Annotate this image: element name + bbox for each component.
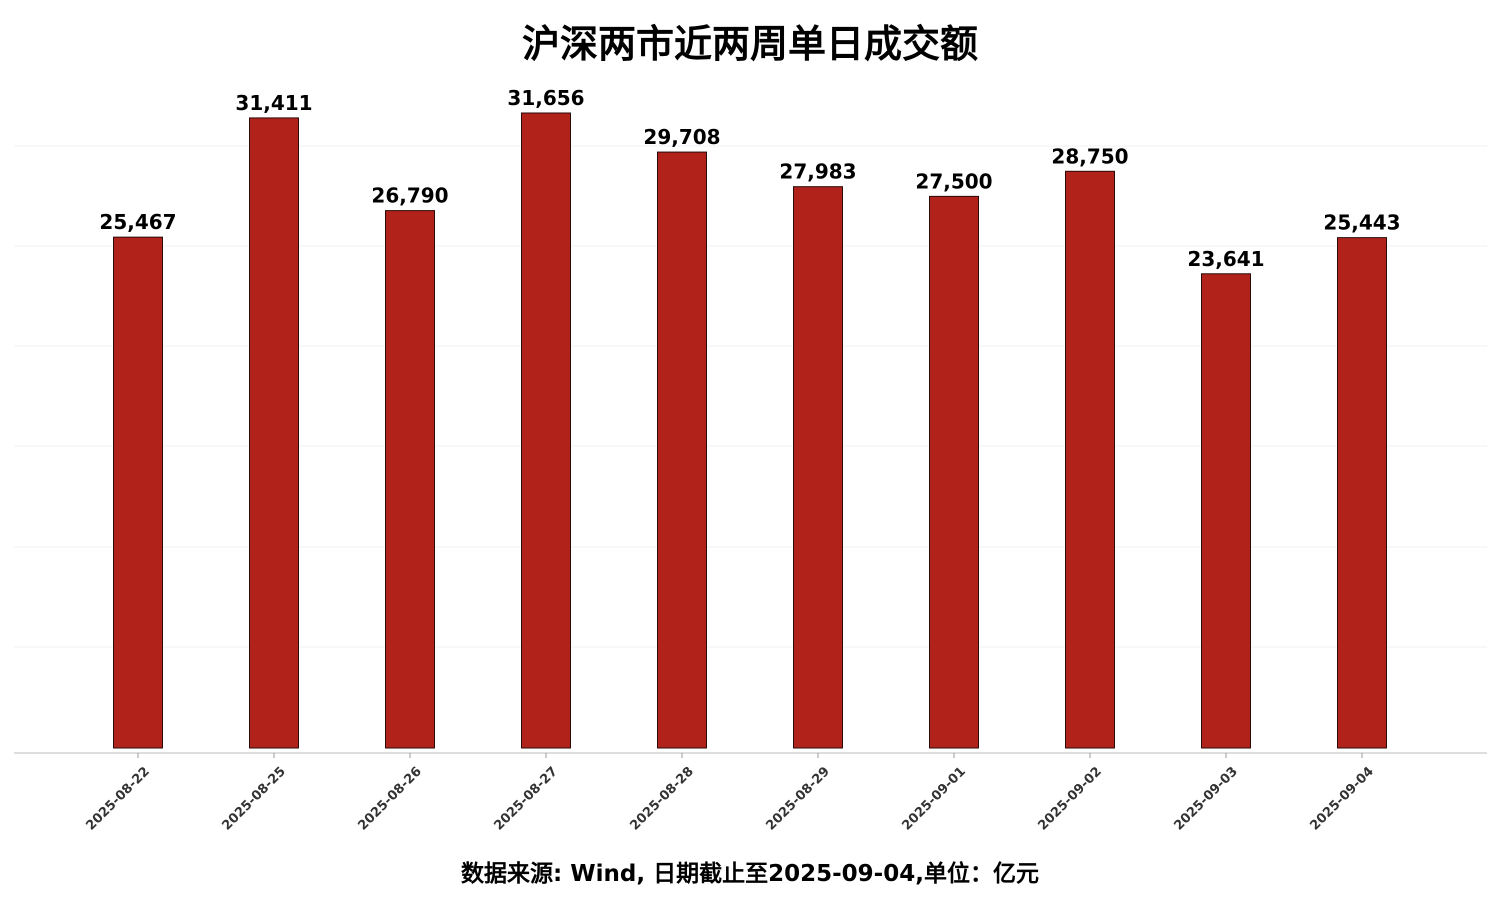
grid-lines (14, 145, 1487, 648)
bars (113, 112, 1387, 749)
data-label: 23,641 (1187, 247, 1264, 271)
bar (793, 186, 843, 749)
chart-title: 沪深两市近两周单日成交额 (522, 22, 978, 66)
tick-label: 2025-08-22 (83, 764, 152, 833)
bar (521, 112, 571, 749)
x-axis: 2025-08-22 2025-08-25 2025-08-26 2025-08-27… (83, 753, 1377, 834)
bar (929, 195, 979, 749)
tick-label: 2025-09-04 (1307, 764, 1376, 833)
data-labels: 25,467 31,411 26,790 31,656 29,708 27,983 27,5… (99, 86, 1400, 271)
bar (1201, 273, 1251, 749)
bar (657, 151, 707, 749)
data-label: 31,656 (507, 86, 584, 110)
tick-label: 2025-08-29 (763, 764, 832, 833)
tick-label: 2025-09-03 (1171, 764, 1240, 833)
source-note: 数据来源: Wind, 日期截止至2025-09-04,单位：亿元 (461, 860, 1039, 887)
bar (1337, 237, 1387, 749)
data-label: 26,790 (371, 184, 448, 208)
data-label: 27,983 (779, 160, 856, 184)
data-label: 31,411 (235, 91, 312, 115)
tick-label: 2025-08-25 (219, 764, 288, 833)
data-label: 27,500 (915, 169, 992, 193)
bar (249, 117, 299, 749)
bar (113, 236, 163, 749)
data-label: 25,467 (99, 210, 176, 234)
data-label: 29,708 (643, 125, 720, 149)
tick-label: 2025-09-01 (899, 764, 968, 833)
tick-label: 2025-08-27 (491, 764, 560, 833)
tick-label: 2025-08-26 (355, 764, 424, 833)
data-label: 25,443 (1323, 211, 1400, 235)
bar (1065, 170, 1115, 749)
bar (385, 210, 435, 749)
tick-label: 2025-09-02 (1035, 764, 1104, 833)
tick-label: 2025-08-28 (627, 764, 696, 833)
data-label: 28,750 (1051, 144, 1128, 168)
